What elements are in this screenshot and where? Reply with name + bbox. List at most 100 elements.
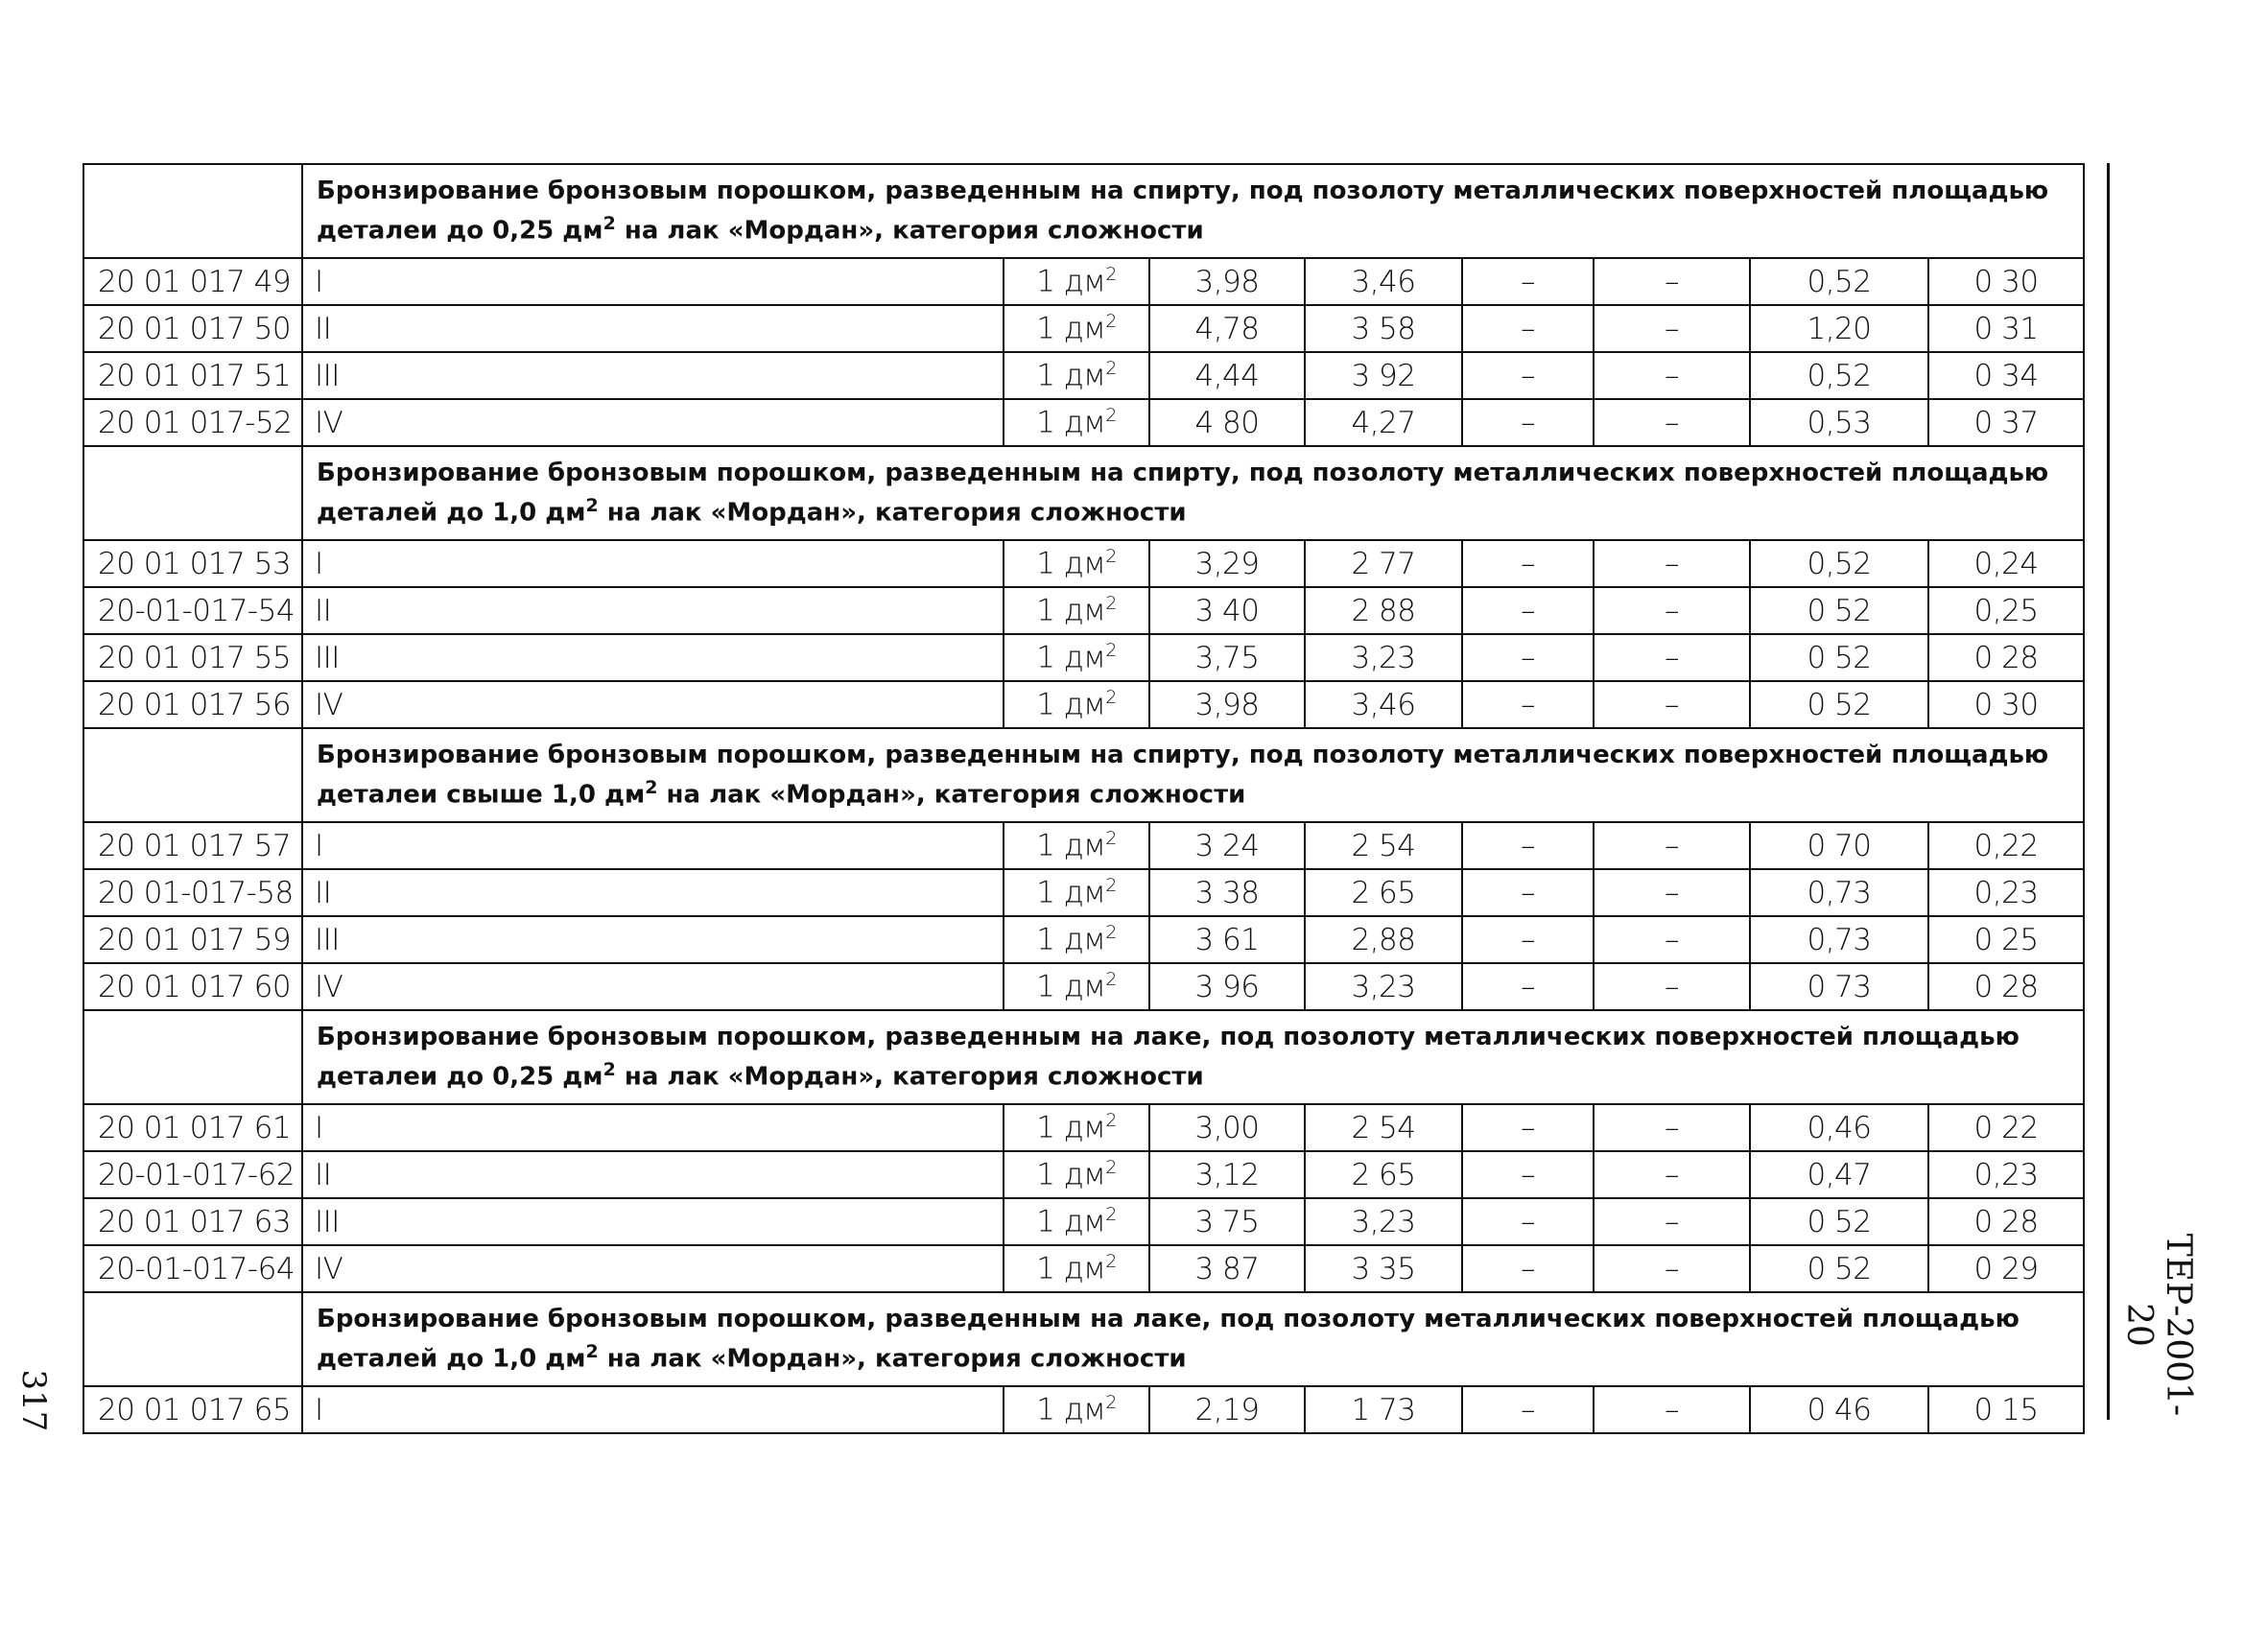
cell-materials: 0,53: [1749, 398, 1929, 447]
cell-category: I: [301, 1385, 1004, 1434]
cell-total-cost: 3 40: [1148, 586, 1306, 635]
cell-machinist-wages: –: [1593, 633, 1751, 682]
cell-code: 20 01 017 55: [83, 633, 303, 682]
table-row: 20 01 017 63 III 1 дм2 3 75 3,23– –0 52 0 28: [83, 1197, 2086, 1246]
section-header: Бронзирование бронзовым порошком, развед…: [83, 445, 2086, 541]
cell-machines: –: [1461, 1385, 1595, 1434]
section-title: Бронзирование бронзовым порошком, развед…: [300, 727, 2086, 823]
cell-machines: –: [1461, 539, 1595, 588]
cell-materials: 0,52: [1749, 539, 1929, 588]
cell-machines: –: [1461, 962, 1595, 1011]
cell-machinist-wages: –: [1593, 680, 1751, 729]
cell-machines: –: [1461, 398, 1595, 447]
cell-machinist-wages: –: [1593, 1385, 1751, 1434]
cell-unit: 1 дм2: [1003, 915, 1150, 964]
cell-machines: –: [1461, 1197, 1595, 1246]
cell-labor: 0 29: [1926, 1244, 2086, 1293]
cell-machinist-wages: –: [1593, 586, 1751, 635]
section-header-blank: [83, 1291, 303, 1387]
cell-materials: 0 52: [1749, 1244, 1929, 1293]
cell-machines: –: [1461, 821, 1595, 870]
cell-labor: 0,25: [1926, 586, 2086, 635]
rates-table: Бронзирование бронзовым порошком, развед…: [83, 163, 2086, 1434]
cell-machinist-wages: –: [1593, 868, 1751, 917]
cell-code: 20 01 017 59: [83, 915, 303, 964]
margin-rule: [2107, 163, 2110, 1420]
cell-code: 20 01 017 63: [83, 1197, 303, 1246]
cell-total-cost: 3 96: [1148, 962, 1306, 1011]
table-row: 20 01 017 65 I 1 дм2 2,19 1 73– –0 46 0 15: [83, 1385, 2086, 1434]
table-row: 20 01 017 61 I 1 дм2 3,00 2 54– –0,46 0 22: [83, 1103, 2086, 1152]
cell-total-cost: 4 80: [1148, 398, 1306, 447]
cell-materials: 0,47: [1749, 1150, 1929, 1199]
cell-code: 20 01 017 61: [83, 1103, 303, 1152]
table-row: 20-01-017-64 IV 1 дм2 3 87 3 35– –0 52 0 29: [83, 1244, 2086, 1293]
table-row: 20 01 017 50 II 1 дм2 4,78 3 58– –1,20 0 31: [83, 304, 2086, 353]
cell-machines: –: [1461, 868, 1595, 917]
cell-unit: 1 дм2: [1003, 1197, 1150, 1246]
cell-code: 20 01 017 50: [83, 304, 303, 353]
cell-code: 20 01 017 53: [83, 539, 303, 588]
cell-machinist-wages: –: [1593, 962, 1751, 1011]
cell-labor: 0 28: [1926, 962, 2086, 1011]
section-title: Бронзирование бронзовым порошком, развед…: [300, 1291, 2086, 1387]
table-row: 20 01 017 56 IV 1 дм2 3,98 3,46– –0 52 0 30: [83, 680, 2086, 729]
table-row: 20 01 017 60 IV 1 дм2 3 96 3,23– –0 73 0 28: [83, 962, 2086, 1011]
cell-materials: 0 52: [1749, 680, 1929, 729]
cell-labor: 0 37: [1926, 398, 2086, 447]
table-row: 20 01 017 53 I 1 дм2 3,29 2 77– –0,52 0,24: [83, 539, 2086, 588]
cell-materials: 0,73: [1749, 868, 1929, 917]
cell-materials: 0 52: [1749, 586, 1929, 635]
cell-materials: 0,73: [1749, 915, 1929, 964]
cell-wages: 3 35: [1304, 1244, 1463, 1293]
cell-code: 20 01 017 49: [83, 257, 303, 306]
cell-category: III: [301, 351, 1004, 400]
cell-unit: 1 дм2: [1003, 1244, 1150, 1293]
cell-wages: 2 88: [1304, 586, 1463, 635]
cell-code: 20 01 017 57: [83, 821, 303, 870]
cell-unit: 1 дм2: [1003, 821, 1150, 870]
cell-total-cost: 3,98: [1148, 257, 1306, 306]
cell-category: IV: [301, 962, 1004, 1011]
cell-labor: 0 30: [1926, 257, 2086, 306]
cell-wages: 1 73: [1304, 1385, 1463, 1434]
section-header: Бронзирование бронзовым порошком, развед…: [83, 727, 2086, 823]
cell-category: I: [301, 821, 1004, 870]
cell-labor: 0,23: [1926, 1150, 2086, 1199]
section-title: Бронзирование бронзовым порошком, развед…: [300, 445, 2086, 541]
section-title: Бронзирование бронзовым порошком, развед…: [300, 163, 2086, 259]
cell-wages: 4,27: [1304, 398, 1463, 447]
cell-code: 20 01 017 56: [83, 680, 303, 729]
cell-wages: 2,88: [1304, 915, 1463, 964]
cell-wages: 2 65: [1304, 868, 1463, 917]
section-header: Бронзирование бронзовым порошком, развед…: [83, 1009, 2086, 1105]
cell-total-cost: 3,75: [1148, 633, 1306, 682]
cell-machinist-wages: –: [1593, 821, 1751, 870]
cell-category: I: [301, 539, 1004, 588]
cell-machines: –: [1461, 680, 1595, 729]
cell-machines: –: [1461, 915, 1595, 964]
table-row: 20-01-017-54 II 1 дм2 3 40 2 88– –0 52 0,25: [83, 586, 2086, 635]
cell-total-cost: 2,19: [1148, 1385, 1306, 1434]
cell-materials: 0 46: [1749, 1385, 1929, 1434]
cell-labor: 0,24: [1926, 539, 2086, 588]
table-row: 20 01 017-52 IV 1 дм2 4 80 4,27– –0,53 0 37: [83, 398, 2086, 447]
cell-machinist-wages: –: [1593, 257, 1751, 306]
cell-labor: 0 25: [1926, 915, 2086, 964]
cell-code: 20-01-017-62: [83, 1150, 303, 1199]
cell-unit: 1 дм2: [1003, 351, 1150, 400]
section-header-blank: [83, 163, 303, 259]
cell-machines: –: [1461, 586, 1595, 635]
cell-total-cost: 3,29: [1148, 539, 1306, 588]
cell-unit: 1 дм2: [1003, 633, 1150, 682]
cell-category: I: [301, 257, 1004, 306]
cell-labor: 0,22: [1926, 821, 2086, 870]
cell-code: 20 01 017 65: [83, 1385, 303, 1434]
cell-total-cost: 3 38: [1148, 868, 1306, 917]
table-row: 20 01 017 59 III 1 дм2 3 61 2,88– –0,73 0 25: [83, 915, 2086, 964]
cell-total-cost: 3 87: [1148, 1244, 1306, 1293]
table-row: 20 01 017 49 I 1 дм2 3,98 3,46– –0,52 0 30: [83, 257, 2086, 306]
cell-unit: 1 дм2: [1003, 1385, 1150, 1434]
cell-category: II: [301, 304, 1004, 353]
cell-total-cost: 3 24: [1148, 821, 1306, 870]
